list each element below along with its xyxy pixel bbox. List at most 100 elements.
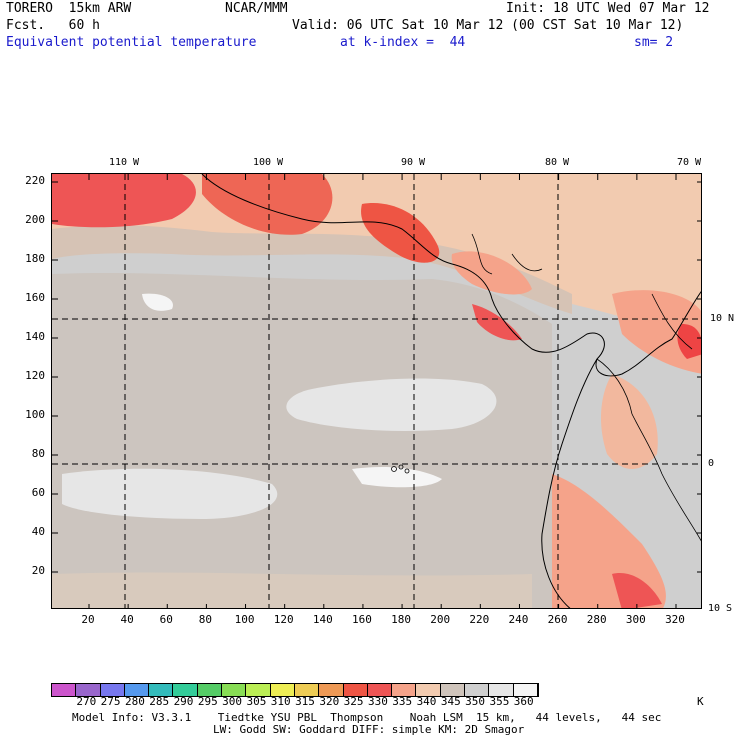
y-tick-label: 80 [31,447,45,460]
x-tick-label: 20 [81,613,95,626]
colorbar-label: 355 [489,695,510,708]
colorbar-cell [270,684,295,696]
taupe-band [52,272,552,608]
colorbar-label: 315 [295,695,315,708]
colorbar-cell [52,684,77,696]
colorbar-cell [343,684,368,696]
colorbar-cell [222,684,247,696]
colorbar-cell [416,684,441,696]
x-tick-label: 180 [391,613,411,626]
lat-label-10s: 10 S [708,603,733,614]
warm-patch-honduras [451,251,532,295]
colorbar-unit: K [697,695,704,708]
init-time: Init: 18 UTC Wed 07 Mar 12 [506,1,710,16]
y-tick-label: 180 [25,252,45,265]
lon-label-110w: 110 W [108,157,140,168]
colorbar-cell [76,684,101,696]
colorbar-label: 290 [173,695,194,708]
colorbar-cell [149,684,174,696]
galapagos-island-3 [404,468,410,474]
colorbar-label: 280 [124,695,145,708]
map-panel [51,173,702,609]
colorbar-label: 305 [246,695,267,708]
cool-patch-small [142,293,173,311]
colorbar-label: 330 [367,695,388,708]
y-tick-label: 160 [25,291,45,304]
smoothing-info: sm= 2 [634,35,674,50]
model-info-line2: LW: Godd SW: Goddard DIFF: simple KM: 2D… [213,723,525,736]
country-border-c [651,293,693,350]
y-tick-label: 60 [31,486,45,499]
x-tick-label: 300 [625,613,646,626]
x-tick-label: 140 [312,613,333,626]
galapagos-island-2 [398,464,404,470]
colorbar-cell [319,684,344,696]
cool-patch-southwest [62,468,278,519]
x-tick-label: 40 [120,613,134,626]
colorbar-cell [100,684,125,696]
warm-patch-nw [52,174,196,228]
colorbar-label: 335 [392,695,413,708]
colorbar-label: 270 [76,695,97,708]
x-tick-label: 60 [159,613,173,626]
theta-e-map [52,174,701,608]
warm-patch-guatemala [361,203,440,263]
colorbar-cell [489,684,514,696]
colorbar-cell [124,684,150,696]
x-tick-label: 100 [234,613,255,626]
central-america-coastline [201,174,701,377]
cool-patch-galapagos [352,467,442,488]
colorbar-label: 320 [319,695,340,708]
colorbar-cell [465,684,490,696]
x-tick-label: 80 [198,613,213,626]
organization: NCAR/MMM [225,1,288,16]
lon-label-90w: 90 W [400,157,426,168]
lat-label-10n: 10 N [710,313,735,324]
colorbar-label: 300 [222,695,243,708]
warm-patch-ecuador [600,374,658,469]
colorbar-cell [367,684,393,696]
y-tick-label: 200 [25,213,45,226]
y-tick-label: 120 [25,369,45,382]
colorbar-label: 310 [270,695,291,708]
cool-patch-central [286,378,497,431]
warm-patch-peru-coast [612,573,662,608]
warm-patch-colombia [612,290,701,374]
transition-band [52,225,572,314]
axis-tick-marks [52,174,701,608]
model-info-line1: Model Info: V3.3.1 Tiedtke YSU PBL Thomp… [72,711,662,724]
colorbar-label: 350 [465,695,486,708]
y-tick-label: 140 [25,330,45,343]
warm-patch-peru [552,474,666,608]
colorbar-cell [392,684,417,696]
colorbar-cell [173,684,198,696]
country-border-b [471,233,543,275]
x-tick-label: 260 [547,613,568,626]
southern-band [52,572,532,608]
lat-label-0: 0 [708,458,715,469]
colorbar-label: 295 [197,695,218,708]
x-tick-label: 320 [665,613,685,626]
x-tick-label: 160 [351,613,372,626]
x-tick-label: 200 [430,613,451,626]
x-tick-label: 280 [586,613,607,626]
level-info: at k-index = 44 [340,35,466,50]
south-america-west-coast [541,358,598,608]
colorbar-cell [197,684,223,696]
y-tick-label: 40 [31,525,45,538]
colorbar-cell [440,684,466,696]
y-tick-label: 20 [31,564,45,577]
colorbar-label: 345 [440,695,461,708]
y-tick-label: 220 [25,174,45,187]
warm-patch-venezuela [677,324,701,359]
x-tick-label: 240 [508,613,529,626]
colorbar-label: 285 [149,695,170,708]
lon-label-80w: 80 W [544,157,570,168]
colorbar-cell [513,684,538,696]
galapagos-island-1 [391,466,397,472]
colorbar-label: 325 [343,695,364,708]
field-name: Equivalent potential temperature [6,35,257,50]
model-name: TORERO 15km ARW [6,1,132,16]
colorbar-cell [294,684,320,696]
northern-warm-band [52,174,701,344]
